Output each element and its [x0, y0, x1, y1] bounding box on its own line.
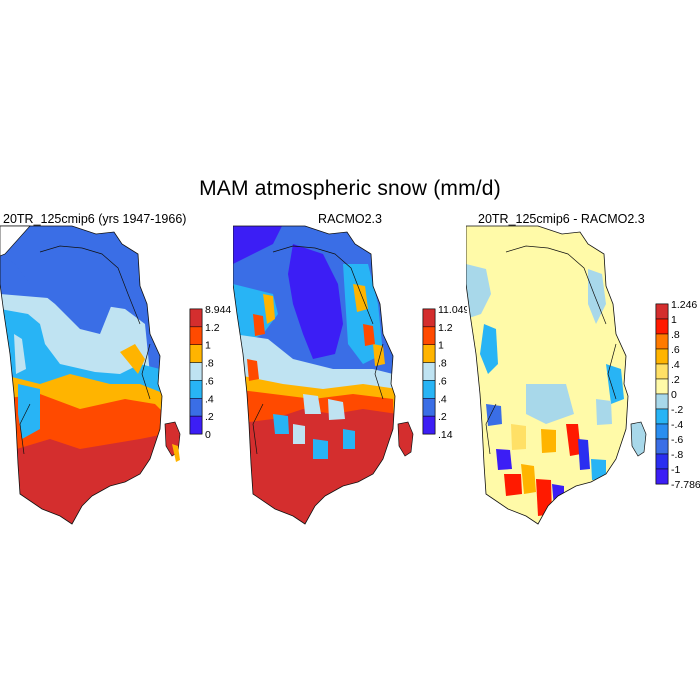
- colorbar-swatch: [422, 344, 436, 363]
- map-panel-racmo: 11.049 1.2 1 .8 .6 .4 .2 .14: [233, 225, 467, 525]
- colorbar-swatch: [655, 333, 669, 350]
- colorbar-tick-label: .6: [671, 344, 680, 356]
- colorbar-tick-label: .2: [438, 411, 447, 423]
- colorbar-tick-label: -.4: [671, 419, 683, 431]
- colorbar-tick-label: .8: [205, 358, 214, 370]
- colorbar-swatch: [422, 415, 436, 435]
- colorbar-tick-label: 11.049: [438, 304, 467, 316]
- colorbar-swatch: [422, 398, 436, 417]
- colorbar-tick-label: 1.2: [438, 322, 453, 334]
- colorbar-swatch: [655, 393, 669, 410]
- colorbar-tick-label: .8: [438, 358, 447, 370]
- colorbar-tick-label: -1: [671, 464, 680, 476]
- colorbar-swatch: [655, 378, 669, 395]
- colorbar-tick-label: .6: [438, 375, 447, 387]
- colorbar-swatch: [655, 363, 669, 380]
- colorbar-tick-label: -.8: [671, 449, 683, 461]
- colorbar-swatch: [655, 438, 669, 455]
- colorbar-tick-label: 1.246: [671, 299, 697, 311]
- colorbar-swatch: [422, 326, 436, 345]
- colorbar-tick-label: 8.944: [205, 304, 231, 316]
- panel-title-model: 20TR_125cmip6 (yrs 1947-1966): [3, 212, 187, 226]
- colorbar-swatch: [422, 362, 436, 381]
- colorbar-swatch: [422, 308, 436, 328]
- colorbar-model: 8.944 1.2 1 .8 .6 .4 .2 0: [189, 304, 231, 441]
- colorbar-tick-label: 0: [671, 389, 677, 401]
- colorbar-swatch: [189, 415, 203, 435]
- colorbar-swatch: [655, 318, 669, 335]
- colorbar-tick-label: 0: [205, 429, 211, 441]
- colorbar-swatch: [189, 308, 203, 328]
- colorbar-swatch: [655, 468, 669, 485]
- colorbar-tick-label: -.2: [671, 404, 683, 416]
- colorbar-swatch: [189, 380, 203, 399]
- colorbar-tick-label: 1: [671, 314, 677, 326]
- colorbar-swatch: [655, 453, 669, 470]
- colorbar-tick-label: .4: [438, 393, 447, 405]
- colorbar-difference: 1.246 1 .8 .6 .4 .2 0 -.2 -.4 -.6 -.8 -1 -7.786: [655, 299, 700, 491]
- colorbar-tick-label: .2: [671, 374, 680, 386]
- colorbar-tick-label: .2: [205, 411, 214, 423]
- colorbar-tick-label: -.6: [671, 434, 683, 446]
- colorbar-swatch: [655, 423, 669, 440]
- map-panel-model: 8.944 1.2 1 .8 .6 .4 .2 0: [0, 225, 231, 525]
- colorbar-tick-label: .4: [671, 359, 680, 371]
- colorbar-swatch: [422, 380, 436, 399]
- colorbar-tick-label: .4: [205, 393, 214, 405]
- panel-title-difference: 20TR_125cmip6 - RACMO2.3: [478, 212, 645, 226]
- colorbar-racmo: 11.049 1.2 1 .8 .6 .4 .2 .14: [422, 304, 467, 441]
- colorbar-swatch: [189, 362, 203, 381]
- colorbar-swatch: [189, 344, 203, 363]
- colorbar-swatch: [655, 303, 669, 320]
- colorbar-tick-label: 1: [438, 340, 444, 352]
- colorbar-tick-label: .14: [438, 429, 453, 441]
- colorbar-tick-label: 1: [205, 340, 211, 352]
- figure-title: MAM atmospheric snow (mm/d): [199, 177, 501, 200]
- colorbar-tick-label: -7.786: [671, 479, 700, 491]
- colorbar-swatch: [189, 398, 203, 417]
- colorbar-tick-label: 1.2: [205, 322, 220, 334]
- colorbar-tick-label: .6: [205, 375, 214, 387]
- map-panel-difference: 1.246 1 .8 .6 .4 .2 0 -.2 -.4 -.6 -.8 -1 -7.786: [466, 225, 700, 525]
- colorbar-swatch: [655, 408, 669, 425]
- panel-title-racmo: RACMO2.3: [318, 212, 382, 226]
- colorbar-swatch: [189, 326, 203, 345]
- colorbar-tick-label: .8: [671, 329, 680, 341]
- colorbar-swatch: [655, 348, 669, 365]
